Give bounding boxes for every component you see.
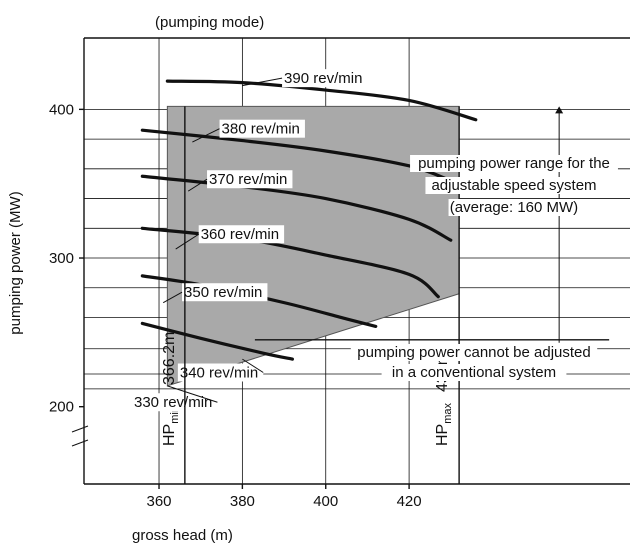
speed-curve-label: 390 rev/min <box>284 70 362 87</box>
speed-curve-label: 370 rev/min <box>209 171 287 188</box>
hp-min-label: HPmin <box>161 406 181 446</box>
speed-label-leader <box>192 128 220 143</box>
y-axis-label: pumping power (MW) <box>7 191 24 334</box>
speed-label-leader <box>242 77 283 87</box>
speed-label-backdrop <box>282 69 368 88</box>
speed-curve-label: 360 rev/min <box>201 226 279 243</box>
speed-label-leader <box>187 178 208 192</box>
speed-label-backdrop <box>198 225 285 244</box>
conventional-system-text: pumping power cannot be adjusted <box>357 344 591 361</box>
speed-curve <box>140 321 294 361</box>
speed-curve-label: 380 rev/min <box>222 121 300 138</box>
speed-label-leader <box>167 385 218 403</box>
conventional-text-backdrop <box>350 344 598 361</box>
speed-curve-label: 350 rev/min <box>184 284 262 301</box>
chart-title: (pumping mode) <box>155 14 264 31</box>
speed-label-backdrop <box>182 283 268 302</box>
hp-max-subscript: max <box>442 402 454 423</box>
x-axis-label: gross head (m) <box>132 527 233 544</box>
speed-curve-label: 340 rev/min <box>180 365 258 382</box>
speed-curve-label: 330 rev/min <box>134 394 212 411</box>
annotation-layer: pumping power range for the adjustable sp… <box>254 106 618 381</box>
speed-label-backdrop <box>207 170 293 189</box>
x-tick-label: 400 <box>313 493 338 510</box>
hp-max-label: HPmax <box>434 402 454 446</box>
speed-label-backdrop <box>219 119 305 138</box>
conventional-text-backdrop <box>381 364 567 381</box>
adjustable-range-text: adjustable speed system <box>431 177 596 194</box>
adjustable-range-text: (average: 160 MW) <box>450 199 578 216</box>
hp-max-symbol: HP <box>434 424 451 446</box>
adjustable-text-backdrop <box>425 177 603 194</box>
y-tick-label: 200 <box>49 399 74 416</box>
adjustable-text-backdrop <box>410 155 618 172</box>
y-tick-label: 300 <box>49 250 74 267</box>
adjustable-range-text: pumping power range for the <box>418 155 610 172</box>
speed-label-leader <box>175 233 199 250</box>
axis-break-mark <box>71 425 89 433</box>
axis-break-mark <box>71 439 89 447</box>
axis-layer: 360 380 400 420 200 300 400 <box>49 37 630 510</box>
y-tick-label: 400 <box>49 101 74 118</box>
speed-curve <box>165 79 478 122</box>
speed-label-leader <box>242 358 264 373</box>
speed-label-backdrop <box>177 363 264 382</box>
hp-min-value: 366.2m <box>161 332 178 385</box>
conventional-system-text: in a conventional system <box>392 364 556 381</box>
speed-label-backdrop <box>132 393 218 412</box>
speed-curve <box>140 174 453 242</box>
x-tick-label: 380 <box>230 493 255 510</box>
x-tick-label: 360 <box>147 493 172 510</box>
x-tick-label: 420 <box>397 493 422 510</box>
range-arrow-head <box>555 106 564 114</box>
hp-min-symbol: HP <box>161 424 178 446</box>
speed-label-leader <box>162 291 183 304</box>
adjustable-text-backdrop <box>448 199 580 216</box>
